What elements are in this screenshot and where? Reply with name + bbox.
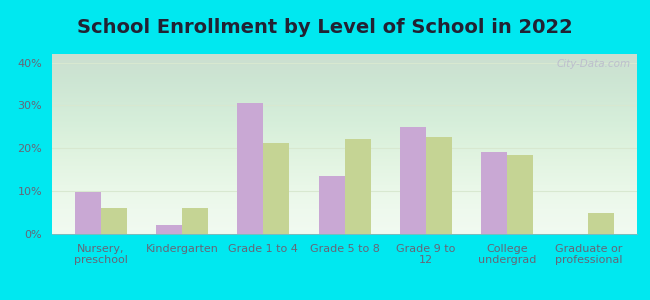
Bar	[344, 139, 370, 234]
Bar	[263, 143, 289, 234]
Text: City-Data.com: City-Data.com	[557, 59, 631, 69]
Bar	[318, 176, 344, 234]
Text: School Enrollment by Level of School in 2022: School Enrollment by Level of School in …	[77, 18, 573, 37]
Bar	[507, 155, 533, 234]
Bar	[182, 208, 208, 234]
Bar	[75, 192, 101, 234]
Bar	[481, 152, 507, 234]
Bar	[400, 127, 426, 234]
Bar	[101, 208, 127, 234]
Bar	[156, 225, 182, 234]
Bar	[237, 103, 263, 234]
Bar	[426, 137, 452, 234]
Bar	[588, 213, 614, 234]
